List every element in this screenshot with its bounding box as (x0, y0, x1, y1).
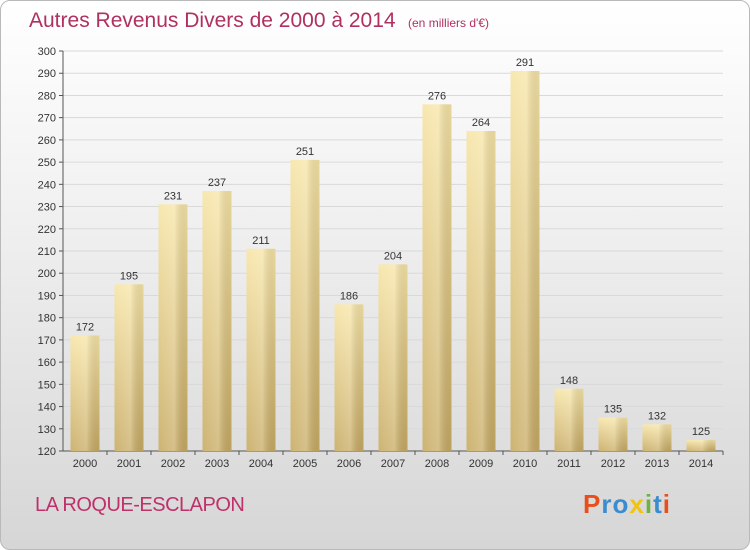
y-tick-label: 270 (38, 113, 56, 125)
x-tick-label: 2004 (249, 458, 273, 470)
y-tick-label: 290 (38, 68, 56, 80)
value-label: 237 (208, 177, 226, 189)
bar-highlight (554, 388, 584, 451)
bar-highlight (598, 417, 628, 451)
x-tick-label: 2012 (601, 458, 625, 470)
x-tick-label: 2002 (161, 458, 185, 470)
x-tick-label: 2001 (117, 458, 141, 470)
value-label: 231 (164, 190, 182, 202)
value-label: 186 (340, 290, 358, 302)
bar-highlight (290, 159, 320, 451)
value-label: 291 (516, 57, 534, 69)
x-tick-label: 2013 (645, 458, 669, 470)
y-tick-label: 170 (38, 335, 56, 347)
logo-letter: i (644, 489, 654, 519)
x-tick-label: 2000 (73, 458, 97, 470)
x-tick-label: 2009 (469, 458, 493, 470)
labels: 172 2000 195 2001 231 2002 237 2003 211 2004 251 20… (73, 57, 713, 470)
proxiti-logo: Proxiti (583, 489, 671, 520)
bar-highlight (686, 439, 716, 451)
bar-highlight (114, 284, 144, 451)
value-label: 148 (560, 375, 578, 387)
y-tick-label: 140 (38, 402, 56, 414)
bar-highlight (642, 424, 672, 451)
y-tick-label: 180 (38, 313, 56, 325)
value-label: 211 (252, 235, 270, 247)
y-tick-label: 200 (38, 268, 56, 280)
x-tick-label: 2006 (337, 458, 361, 470)
y-tick-label: 130 (38, 424, 56, 436)
y-tick-label: 210 (38, 246, 56, 258)
bar-highlight (202, 191, 232, 451)
y-tick-label: 220 (38, 224, 56, 236)
x-tick-label: 2010 (513, 458, 537, 470)
value-label: 276 (428, 90, 446, 102)
bar-highlight (246, 248, 276, 451)
x-tick-label: 2005 (293, 458, 317, 470)
value-label: 135 (604, 404, 622, 416)
bar-highlight (466, 131, 496, 451)
value-label: 204 (384, 250, 402, 262)
logo-letter: P (583, 489, 602, 519)
y-tick-label: 300 (38, 46, 56, 58)
x-tick-label: 2008 (425, 458, 449, 470)
bars (70, 71, 716, 451)
chart-subtitle: (en milliers d'€) (408, 16, 489, 30)
bar-highlight (422, 104, 452, 451)
chart-title: Autres Revenus Divers de 2000 à 2014 (29, 9, 396, 32)
y-tick-label: 160 (38, 357, 56, 369)
y-tick-label: 150 (38, 379, 56, 391)
axes: 120 130 140 150 160 170 180 190 200 210 220 230 240 2… (38, 46, 724, 458)
value-label: 195 (120, 270, 138, 282)
value-label: 251 (296, 146, 314, 158)
x-tick-label: 2003 (205, 458, 229, 470)
value-label: 172 (76, 321, 94, 333)
logo-letter: o (612, 489, 630, 519)
y-tick-label: 250 (38, 157, 56, 169)
bar-highlight (510, 71, 540, 451)
bar-highlight (378, 264, 408, 451)
y-tick-label: 260 (38, 135, 56, 147)
bar-highlight (158, 204, 188, 451)
value-label: 132 (648, 410, 666, 422)
y-tick-label: 120 (38, 446, 56, 458)
value-label: 264 (472, 117, 490, 129)
bar-highlight (70, 335, 100, 451)
x-tick-label: 2014 (689, 458, 713, 470)
y-tick-label: 240 (38, 179, 56, 191)
logo-letter: r (601, 489, 613, 519)
location-name: LA ROQUE-ESCLAPON (35, 494, 245, 516)
x-tick-label: 2007 (381, 458, 405, 470)
logo-letter: t (653, 489, 663, 519)
logo-letter: i (662, 489, 671, 519)
x-tick-label: 2011 (557, 458, 581, 470)
y-tick-label: 280 (38, 90, 56, 102)
value-label: 125 (692, 426, 710, 438)
y-tick-label: 230 (38, 202, 56, 214)
y-tick-label: 190 (38, 290, 56, 302)
title-block: Autres Revenus Divers de 2000 à 2014 (en… (29, 9, 489, 33)
logo-letter: x (629, 489, 645, 519)
bar-highlight (334, 304, 364, 451)
